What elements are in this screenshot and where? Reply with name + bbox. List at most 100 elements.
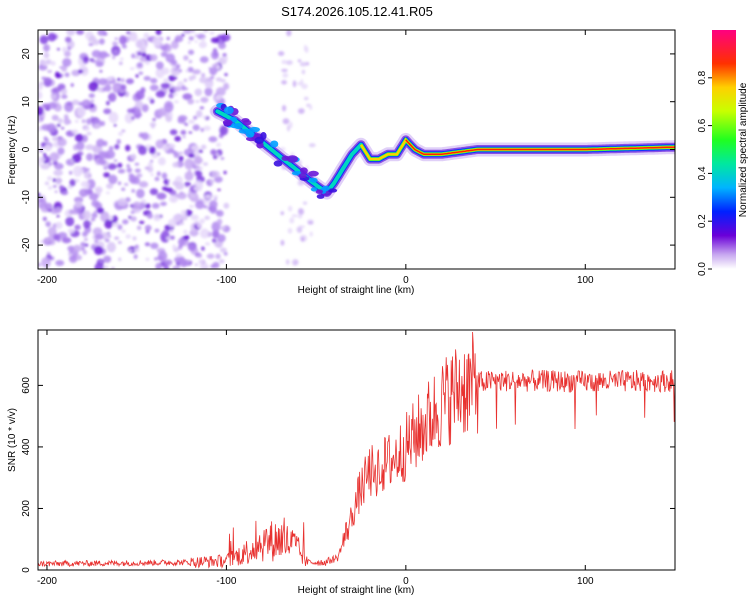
noise-blob — [151, 202, 160, 209]
noise-blob — [38, 106, 44, 116]
noise-blob — [48, 162, 53, 166]
noise-blob — [157, 157, 166, 166]
noise-blob — [188, 119, 195, 124]
noise-blob — [105, 100, 110, 106]
noise-blob — [194, 40, 198, 43]
noise-blob — [72, 153, 82, 163]
noise-blob — [178, 221, 185, 226]
noise-blob — [103, 108, 112, 115]
noise-blob — [53, 233, 61, 241]
ridge-blob — [300, 167, 308, 175]
noise-blob — [44, 144, 52, 151]
noise-blob — [54, 162, 64, 170]
noise-blob — [43, 77, 53, 88]
noise-blob — [175, 253, 183, 258]
noise-blob — [118, 131, 123, 136]
noise-blob — [137, 51, 142, 56]
noise-blob — [83, 237, 88, 242]
noise-blob — [292, 80, 297, 88]
noise-blob — [144, 166, 150, 170]
noise-blob — [155, 262, 162, 269]
noise-blob — [178, 69, 182, 73]
noise-blob — [149, 146, 156, 155]
noise-blob — [90, 217, 96, 222]
noise-blob — [297, 214, 303, 219]
noise-blob — [169, 229, 174, 233]
noise-blob — [132, 236, 137, 241]
noise-blob — [281, 68, 288, 72]
noise-blob — [113, 49, 119, 55]
noise-blob — [134, 100, 144, 109]
noise-blob — [198, 259, 204, 264]
noise-blob — [190, 214, 199, 221]
noise-blob — [291, 214, 299, 218]
noise-blob — [138, 220, 145, 225]
y-tick-label: 10 — [21, 96, 32, 108]
noise-blob — [280, 211, 285, 216]
noise-blob — [144, 242, 151, 247]
noise-blob — [184, 122, 189, 126]
noise-blob — [199, 218, 205, 224]
noise-blob — [138, 181, 149, 188]
noise-blob — [289, 217, 295, 224]
noise-blob — [204, 80, 214, 89]
noise-blob — [200, 144, 207, 150]
noise-blob — [210, 149, 217, 156]
y-tick-label: 600 — [21, 377, 32, 394]
noise-blob — [59, 184, 64, 191]
noise-blob — [86, 153, 94, 161]
noise-blob — [195, 110, 203, 118]
noise-blob — [191, 145, 200, 151]
noise-blob — [93, 122, 100, 129]
noise-blob — [117, 224, 123, 230]
noise-blob — [56, 123, 61, 127]
noise-blob — [173, 66, 177, 69]
noise-blob — [102, 140, 108, 147]
noise-blob — [156, 171, 161, 177]
noise-blob — [57, 138, 67, 147]
noise-blob — [215, 253, 221, 260]
colorbar-tick-label: 0.6 — [697, 118, 708, 132]
snr-xlabel: Height of straight line (km) — [298, 585, 415, 596]
noise-blob — [187, 41, 191, 44]
noise-blob — [69, 179, 76, 187]
noise-blob — [91, 200, 100, 207]
noise-blob — [209, 200, 218, 209]
noise-blob — [136, 188, 145, 199]
noise-blob — [71, 129, 79, 134]
noise-blob — [160, 201, 167, 206]
noise-blob — [85, 185, 89, 190]
noise-blob — [86, 168, 90, 171]
noise-blob — [210, 264, 216, 269]
snr-panel: -200 -100 0 100 0 200 400 600 Height of straig… — [7, 329, 676, 596]
noise-blob — [192, 124, 200, 131]
noise-blob — [64, 101, 74, 113]
noise-blob — [50, 61, 56, 66]
noise-blob — [67, 245, 75, 252]
noise-blob — [117, 181, 122, 186]
noise-blob — [124, 144, 131, 152]
noise-blob — [94, 233, 104, 240]
noise-blob — [182, 93, 193, 100]
noise-blob — [133, 176, 141, 185]
noise-blob — [172, 162, 180, 168]
noise-blob — [307, 220, 314, 225]
noise-blob — [152, 36, 162, 47]
colorbar-tick-label: 0.8 — [697, 70, 708, 84]
noise-blob — [194, 88, 203, 97]
noise-blob — [80, 67, 89, 76]
noise-blob — [188, 75, 194, 82]
ridge-blob — [286, 155, 299, 163]
noise-blob — [223, 202, 230, 209]
noise-blob — [117, 168, 126, 174]
noise-blob — [156, 192, 167, 200]
noise-blob — [93, 245, 104, 255]
noise-blob — [120, 84, 127, 90]
colorbar-tick-label: 0.2 — [697, 214, 708, 228]
ridge-blob — [315, 189, 323, 194]
noise-blob — [61, 190, 69, 196]
noise-blob — [300, 78, 304, 86]
noise-blob — [165, 236, 171, 241]
noise-blob — [108, 95, 112, 99]
x-tick-label: -200 — [37, 576, 57, 587]
